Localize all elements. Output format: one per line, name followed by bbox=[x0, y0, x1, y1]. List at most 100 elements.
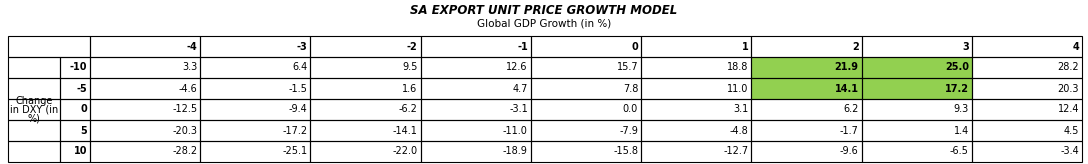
Bar bbox=[60, 99, 90, 120]
Text: -20.3: -20.3 bbox=[172, 125, 197, 135]
Bar bbox=[752, 57, 862, 78]
Bar bbox=[60, 78, 90, 99]
Text: 4.7: 4.7 bbox=[512, 83, 528, 93]
Bar bbox=[972, 78, 1081, 99]
Text: -28.2: -28.2 bbox=[172, 146, 197, 156]
Text: 0: 0 bbox=[631, 41, 638, 51]
Bar bbox=[200, 57, 310, 78]
Bar bbox=[531, 57, 641, 78]
Bar bbox=[200, 78, 310, 99]
Text: 4: 4 bbox=[1073, 41, 1079, 51]
Bar bbox=[752, 99, 862, 120]
Bar bbox=[421, 57, 531, 78]
Bar bbox=[862, 57, 972, 78]
Bar bbox=[641, 78, 752, 99]
Bar bbox=[641, 141, 752, 162]
Bar bbox=[421, 36, 531, 57]
Bar bbox=[8, 57, 60, 78]
Bar bbox=[310, 36, 421, 57]
Bar bbox=[862, 78, 972, 99]
Text: %): %) bbox=[27, 113, 40, 123]
Bar bbox=[90, 99, 200, 120]
Bar bbox=[90, 78, 200, 99]
Text: in DXY (in: in DXY (in bbox=[10, 104, 58, 114]
Bar bbox=[310, 78, 421, 99]
Text: 9.3: 9.3 bbox=[953, 104, 968, 114]
Bar bbox=[972, 141, 1081, 162]
Text: -7.9: -7.9 bbox=[619, 125, 638, 135]
Text: -3.4: -3.4 bbox=[1060, 146, 1079, 156]
Text: 21.9: 21.9 bbox=[834, 62, 858, 72]
Bar bbox=[641, 57, 752, 78]
Bar bbox=[531, 36, 641, 57]
Bar bbox=[90, 141, 200, 162]
Text: 6.2: 6.2 bbox=[843, 104, 858, 114]
Bar bbox=[862, 141, 972, 162]
Text: -4.8: -4.8 bbox=[730, 125, 749, 135]
Text: 1.4: 1.4 bbox=[953, 125, 968, 135]
Bar bbox=[8, 36, 90, 57]
Bar bbox=[531, 78, 641, 99]
Text: 5: 5 bbox=[81, 125, 87, 135]
Text: SA EXPORT UNIT PRICE GROWTH MODEL: SA EXPORT UNIT PRICE GROWTH MODEL bbox=[410, 4, 678, 17]
Text: 9.5: 9.5 bbox=[403, 62, 418, 72]
Bar bbox=[8, 141, 60, 162]
Text: 12.4: 12.4 bbox=[1058, 104, 1079, 114]
Bar bbox=[200, 99, 310, 120]
Text: -17.2: -17.2 bbox=[282, 125, 308, 135]
Bar bbox=[531, 99, 641, 120]
Bar bbox=[421, 78, 531, 99]
Text: -3.1: -3.1 bbox=[509, 104, 528, 114]
Text: -9.6: -9.6 bbox=[840, 146, 858, 156]
Bar bbox=[972, 36, 1081, 57]
Text: -10: -10 bbox=[70, 62, 87, 72]
Bar bbox=[90, 57, 200, 78]
Bar bbox=[752, 57, 862, 78]
Bar bbox=[8, 78, 60, 99]
Text: -12.7: -12.7 bbox=[724, 146, 749, 156]
Bar bbox=[531, 120, 641, 141]
Text: 11.0: 11.0 bbox=[727, 83, 749, 93]
Bar bbox=[421, 141, 531, 162]
Bar bbox=[200, 120, 310, 141]
Text: 20.3: 20.3 bbox=[1058, 83, 1079, 93]
Text: -1: -1 bbox=[517, 41, 528, 51]
Text: 15.7: 15.7 bbox=[617, 62, 638, 72]
Text: 12.6: 12.6 bbox=[506, 62, 528, 72]
Bar bbox=[310, 57, 421, 78]
Text: 7.8: 7.8 bbox=[622, 83, 638, 93]
Bar bbox=[972, 99, 1081, 120]
Bar bbox=[862, 57, 972, 78]
Bar bbox=[8, 120, 60, 141]
Text: 2: 2 bbox=[852, 41, 858, 51]
Bar bbox=[972, 120, 1081, 141]
Text: 0.0: 0.0 bbox=[622, 104, 638, 114]
Bar bbox=[641, 99, 752, 120]
Text: -15.8: -15.8 bbox=[614, 146, 638, 156]
Bar bbox=[8, 99, 60, 120]
Text: -12.5: -12.5 bbox=[172, 104, 197, 114]
Bar bbox=[752, 120, 862, 141]
Bar bbox=[90, 120, 200, 141]
Text: -6.5: -6.5 bbox=[950, 146, 968, 156]
Text: -22.0: -22.0 bbox=[393, 146, 418, 156]
Text: 10: 10 bbox=[74, 146, 87, 156]
Bar bbox=[421, 120, 531, 141]
Text: 3.3: 3.3 bbox=[182, 62, 197, 72]
Bar bbox=[752, 78, 862, 99]
Bar bbox=[862, 120, 972, 141]
Bar bbox=[641, 120, 752, 141]
Bar bbox=[862, 78, 972, 99]
Bar bbox=[200, 36, 310, 57]
Bar bbox=[752, 141, 862, 162]
Text: 0: 0 bbox=[81, 104, 87, 114]
Text: -18.9: -18.9 bbox=[503, 146, 528, 156]
Text: -11.0: -11.0 bbox=[503, 125, 528, 135]
Text: 14.1: 14.1 bbox=[834, 83, 858, 93]
Text: 4.5: 4.5 bbox=[1064, 125, 1079, 135]
Text: -14.1: -14.1 bbox=[393, 125, 418, 135]
Bar bbox=[972, 57, 1081, 78]
Text: -5: -5 bbox=[76, 83, 87, 93]
Bar bbox=[60, 57, 90, 78]
Bar bbox=[641, 36, 752, 57]
